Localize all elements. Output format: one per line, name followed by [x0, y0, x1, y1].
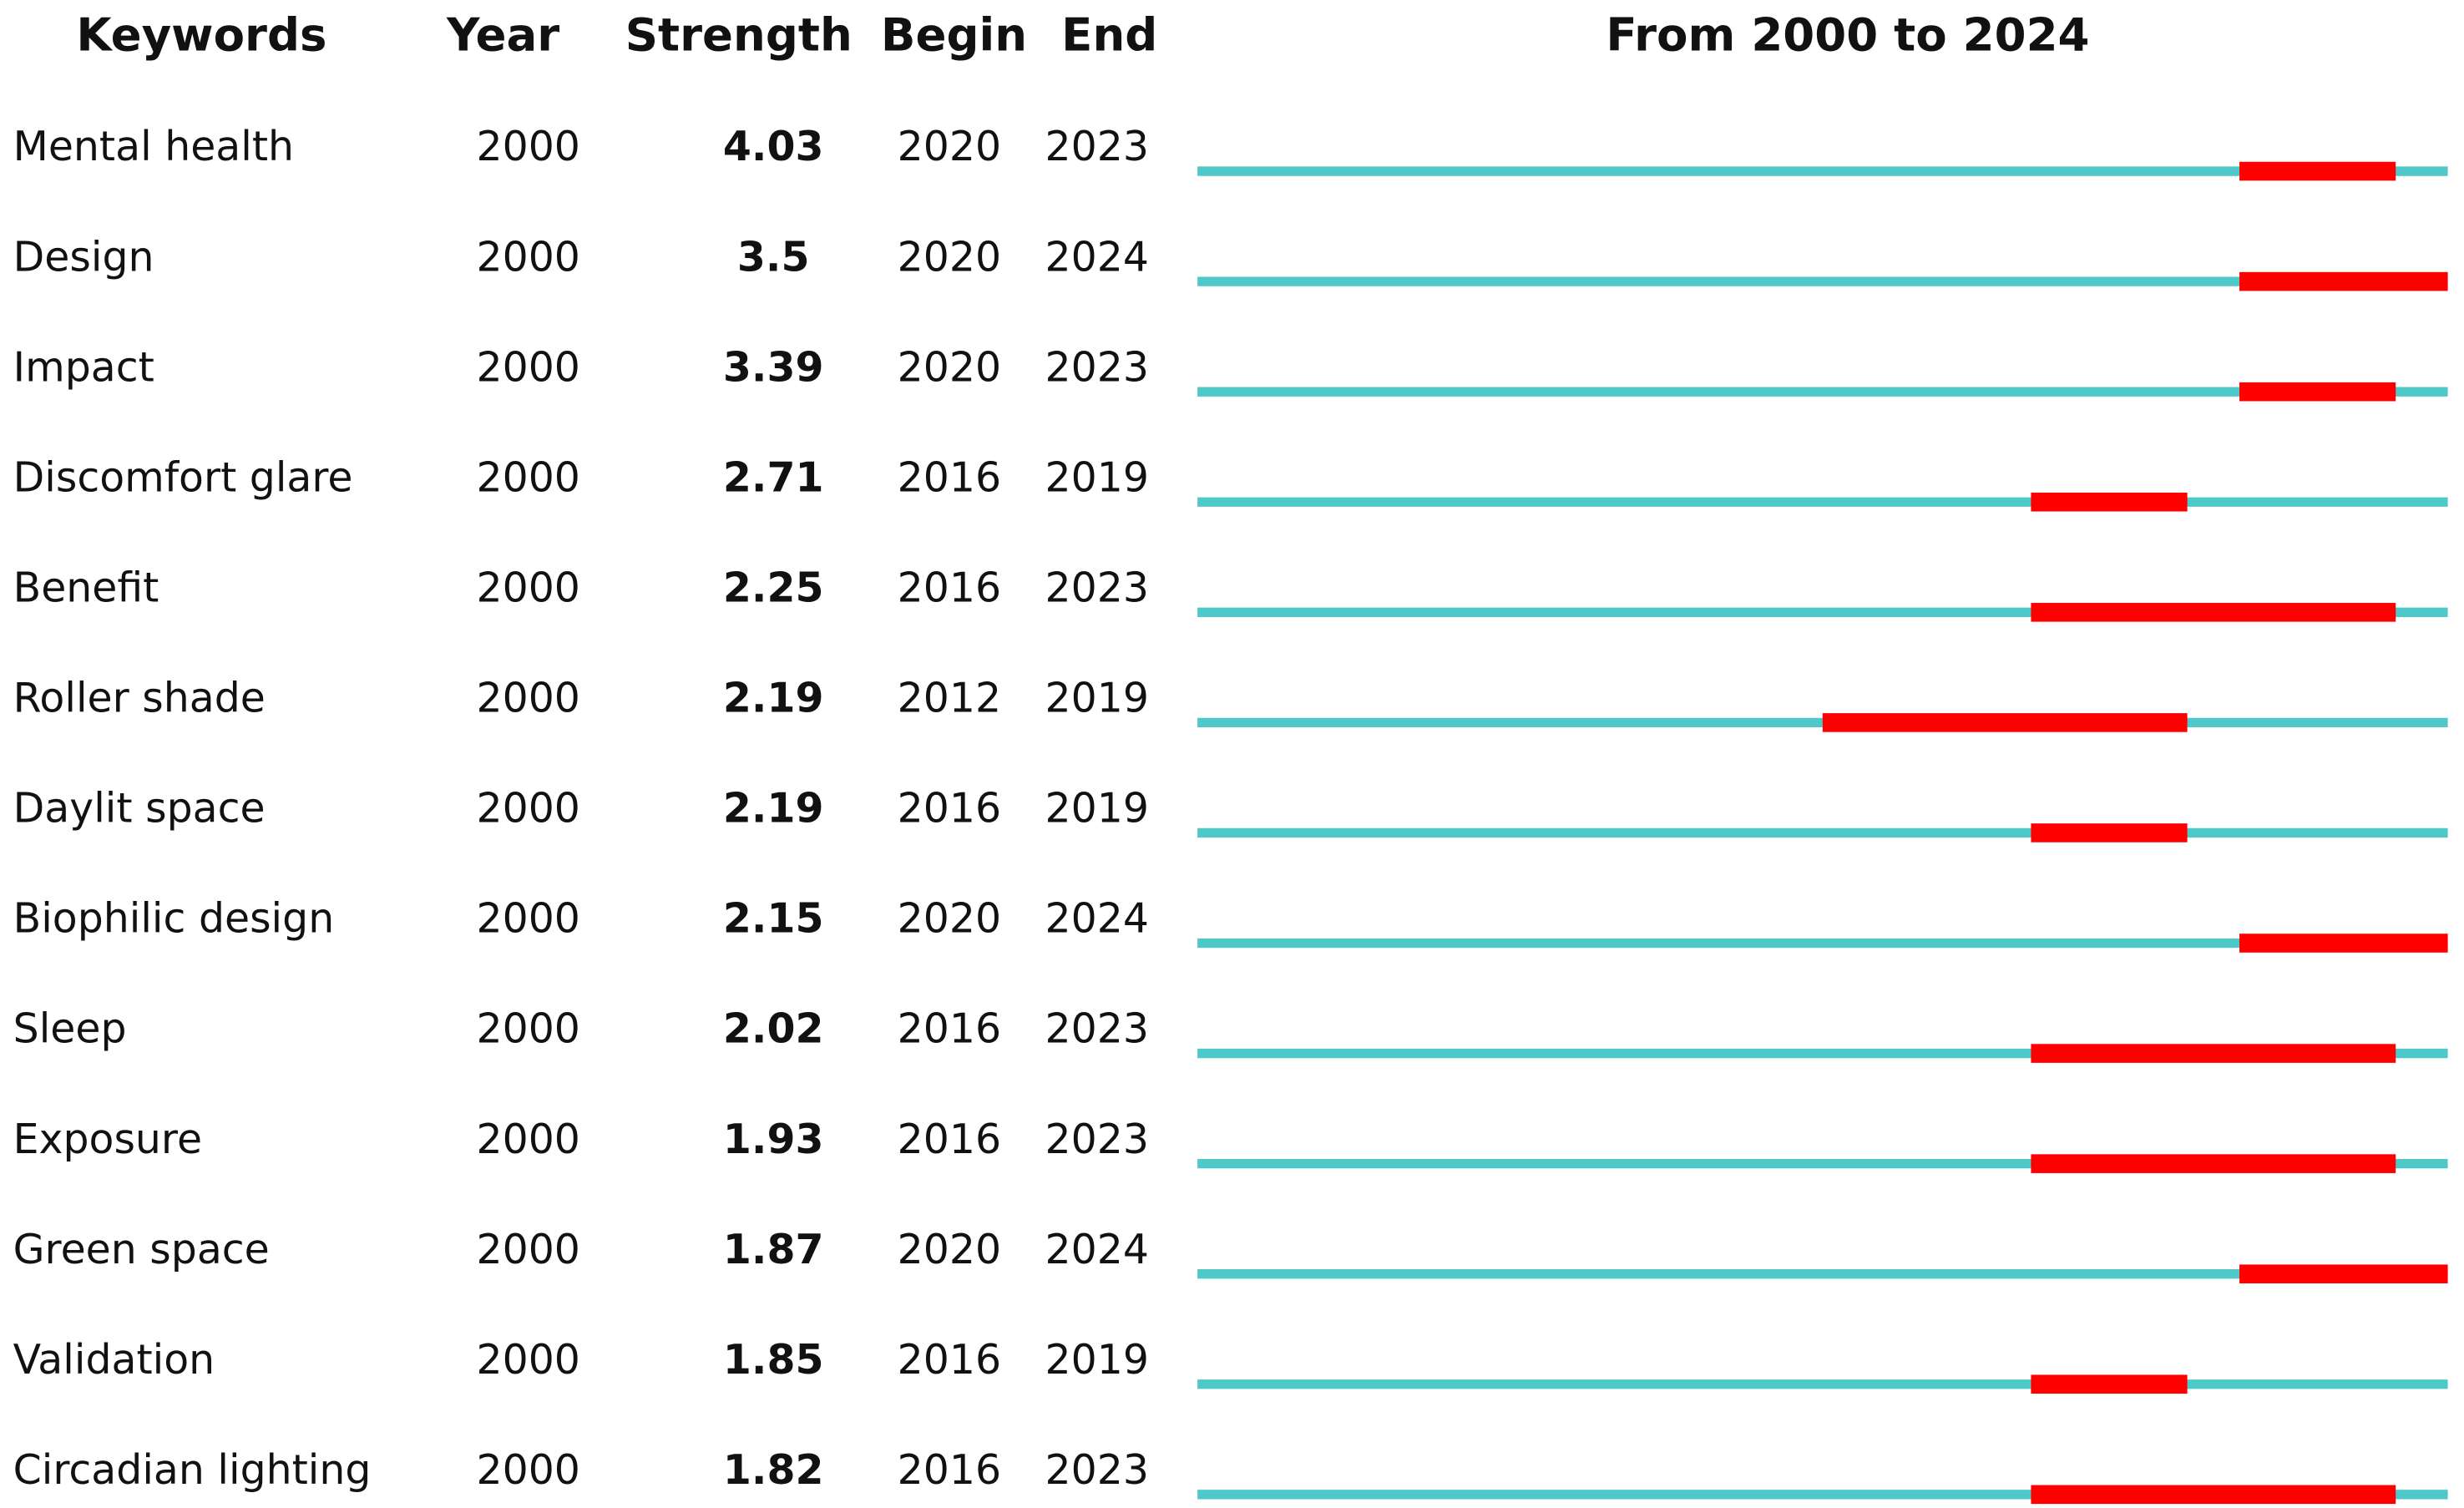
- strength-label: 1.87: [723, 1226, 824, 1273]
- end-label: 2023: [1045, 1005, 1148, 1053]
- burst-bar: [2239, 382, 2396, 402]
- end-label: 2024: [1045, 1226, 1148, 1273]
- column-header: Begin: [881, 8, 1027, 61]
- keyword-label: Circadian lighting: [13, 1446, 372, 1494]
- strength-label: 2.15: [723, 895, 824, 943]
- column-header: Year: [446, 8, 559, 61]
- burst-bar: [2031, 1374, 2188, 1394]
- burst-bar: [2239, 934, 2448, 953]
- keyword-label: Design: [13, 233, 154, 281]
- end-label: 2019: [1045, 675, 1148, 722]
- end-label: 2023: [1045, 1446, 1148, 1494]
- end-label: 2019: [1045, 785, 1148, 832]
- year-label: 2000: [476, 453, 579, 501]
- year-label: 2000: [476, 1005, 579, 1053]
- strength-label: 1.85: [723, 1336, 824, 1384]
- year-label: 2000: [476, 1446, 579, 1494]
- keyword-label: Biophilic design: [13, 895, 335, 943]
- year-label: 2000: [476, 123, 579, 170]
- begin-label: 2016: [898, 453, 1001, 501]
- column-header: End: [1061, 8, 1157, 61]
- burst-bar: [2239, 1264, 2448, 1283]
- burst-bar: [2031, 1485, 2396, 1505]
- strength-label: 2.02: [723, 1005, 824, 1053]
- chart-title: From 2000 to 2024: [1606, 8, 2089, 61]
- year-label: 2000: [476, 564, 579, 611]
- burst-bar: [2031, 1154, 2396, 1173]
- keyword-label: Roller shade: [13, 675, 266, 722]
- keyword-label: Impact: [13, 343, 154, 391]
- year-label: 2000: [476, 343, 579, 391]
- strength-label: 4.03: [723, 123, 824, 170]
- year-label: 2000: [476, 675, 579, 722]
- strength-label: 3.5: [737, 233, 810, 281]
- burst-bar: [2239, 271, 2448, 291]
- burst-bar: [2031, 1044, 2396, 1063]
- strength-label: 1.93: [723, 1116, 824, 1163]
- keyword-label: Sleep: [13, 1005, 127, 1053]
- keyword-label: Daylit space: [13, 785, 266, 832]
- burst-bar: [2031, 603, 2396, 622]
- strength-label: 3.39: [723, 343, 824, 391]
- begin-label: 2020: [898, 895, 1001, 943]
- year-label: 2000: [476, 1226, 579, 1273]
- keyword-label: Exposure: [13, 1116, 202, 1163]
- begin-label: 2020: [898, 1226, 1001, 1273]
- burst-bar: [2031, 492, 2188, 512]
- strength-label: 2.25: [723, 564, 824, 611]
- begin-label: 2016: [898, 1005, 1001, 1053]
- keyword-label: Mental health: [13, 123, 294, 170]
- column-header: Strength: [625, 8, 853, 61]
- keyword-label: Green space: [13, 1226, 270, 1273]
- year-label: 2000: [476, 1336, 579, 1384]
- strength-label: 1.82: [723, 1446, 824, 1494]
- keyword-label: Benefit: [13, 564, 159, 611]
- end-label: 2023: [1045, 564, 1148, 611]
- year-label: 2000: [476, 895, 579, 943]
- end-label: 2023: [1045, 123, 1148, 170]
- begin-label: 2012: [898, 675, 1001, 722]
- end-label: 2019: [1045, 1336, 1148, 1384]
- end-label: 2023: [1045, 1116, 1148, 1163]
- begin-label: 2020: [898, 233, 1001, 281]
- column-header: Keywords: [76, 8, 326, 61]
- begin-label: 2016: [898, 1336, 1001, 1384]
- end-label: 2024: [1045, 895, 1148, 943]
- end-label: 2023: [1045, 343, 1148, 391]
- keyword-label: Validation: [13, 1336, 215, 1384]
- keyword-label: Discomfort glare: [13, 453, 353, 501]
- burst-bar: [2031, 823, 2188, 843]
- burst-bar: [2239, 161, 2396, 181]
- begin-label: 2016: [898, 1116, 1001, 1163]
- burst-bar: [1822, 713, 2188, 732]
- strength-label: 2.19: [723, 675, 824, 722]
- begin-label: 2016: [898, 1446, 1001, 1494]
- begin-label: 2020: [898, 123, 1001, 170]
- begin-label: 2016: [898, 564, 1001, 611]
- year-label: 2000: [476, 785, 579, 832]
- year-label: 2000: [476, 1116, 579, 1163]
- begin-label: 2020: [898, 343, 1001, 391]
- end-label: 2024: [1045, 233, 1148, 281]
- year-label: 2000: [476, 233, 579, 281]
- end-label: 2019: [1045, 453, 1148, 501]
- begin-label: 2016: [898, 785, 1001, 832]
- strength-label: 2.71: [723, 453, 824, 501]
- strength-label: 2.19: [723, 785, 824, 832]
